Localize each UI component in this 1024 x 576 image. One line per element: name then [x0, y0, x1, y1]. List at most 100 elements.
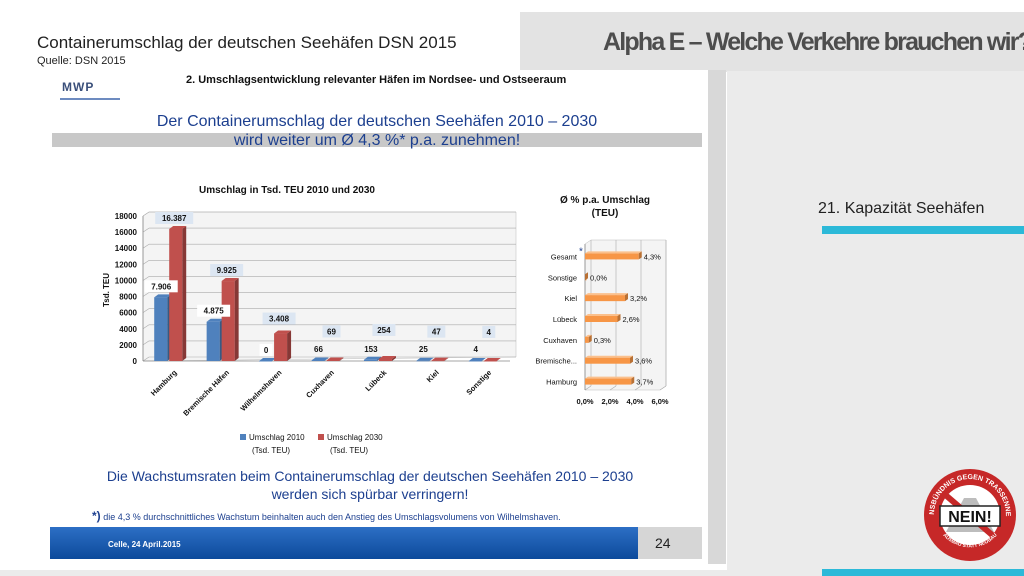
bar-ytick-label: 8000	[119, 293, 137, 302]
bar-side	[429, 357, 434, 361]
bar-gridline	[142, 211, 150, 217]
bar-2010-cuxhaven	[311, 360, 325, 361]
bar-2030-bremische-h-fen	[221, 281, 235, 361]
bar-top	[483, 357, 501, 361]
document-headline: Der Containerumschlag der deutschen Seeh…	[52, 112, 702, 150]
slide-title: Containerumschlag der deutschen Seehäfen…	[37, 33, 457, 52]
bar-top	[363, 356, 381, 360]
bar-top	[259, 358, 277, 361]
bar-side	[234, 278, 239, 361]
bar-side	[391, 355, 396, 361]
growth-bar-cuxhaven	[585, 336, 589, 343]
bar-2010-wilhelmshaven	[259, 361, 273, 362]
bar-top	[468, 357, 486, 361]
legend-2010-unit: (Tsd. TEU)	[252, 446, 290, 455]
bar-label-2030: 16.387	[162, 214, 187, 223]
bar-2030-l-beck	[378, 358, 392, 361]
footer-date: Celle, 24 April.2015	[108, 540, 181, 549]
bar-side	[444, 357, 449, 361]
bar-label-2010: 7.906	[151, 282, 172, 291]
headline-highlight	[52, 133, 702, 147]
mwp-logo: MWP	[62, 80, 95, 94]
bar-gridline	[142, 292, 150, 297]
bar-ytick-label: 4000	[119, 325, 137, 334]
bar-gridline	[142, 324, 150, 330]
growth-chart-subtitle: (TEU)	[592, 208, 619, 219]
bar-side	[481, 357, 486, 361]
growth-category-label: Hamburg	[546, 378, 577, 387]
growth-category-label: Lübeck	[553, 315, 577, 324]
growth-value-label: 0,0%	[590, 273, 607, 282]
bar-2030-wilhelmshaven	[274, 333, 288, 361]
footnote-mark: *)	[92, 509, 101, 523]
bar-top	[221, 278, 239, 282]
bar-top	[416, 357, 434, 361]
bar-2030-kiel	[431, 360, 445, 362]
growth-value-label: 4,3%	[644, 252, 661, 261]
bar-label-2030-box	[155, 211, 194, 224]
bar-top	[378, 355, 396, 359]
growth-bar-side	[585, 272, 588, 281]
bar-side	[339, 357, 344, 361]
growth-bar-side	[638, 251, 642, 260]
bar-top	[274, 330, 292, 334]
bar-2010-kiel	[416, 360, 430, 362]
legend-2030-swatch	[318, 434, 324, 440]
document-shadow	[708, 70, 726, 564]
bar-gridline	[142, 356, 150, 362]
bar-label-2010: 4.875	[204, 307, 225, 316]
legend-2030-label: Umschlag 2030	[327, 433, 383, 442]
bar-2010-l-beck	[363, 359, 377, 361]
bar-label-2010-box	[144, 280, 178, 293]
bar-label-2010: 153	[364, 345, 378, 354]
bar-2010-sonstige	[468, 360, 482, 362]
slide-source: Quelle: DSN 2015	[37, 55, 126, 67]
legend-2030-unit: (Tsd. TEU)	[330, 446, 368, 455]
footnote: *) die 4,3 % durchschnittliches Wachstum…	[92, 509, 561, 523]
growth-bar-side	[588, 334, 592, 343]
bar-label-2030: 254	[377, 326, 391, 335]
bar-chart-ylabel: Tsd. TEU	[102, 273, 111, 307]
bar-label-2030-box	[427, 325, 446, 338]
bar-chart-legend: Umschlag 2010 (Tsd. TEU) Umschlag 2030 (…	[240, 433, 383, 455]
section-label: 21. Kapazität Seehäfen	[818, 200, 985, 217]
growth-bar-top	[585, 355, 633, 358]
headline-line-2: wird weiter um Ø 4,3 %* p.a. zunehmen!	[233, 132, 521, 149]
bar-top	[169, 225, 187, 229]
growth-bar-l-beck	[585, 316, 618, 322]
bar-chart-title: Umschlag in Tsd. TEU 2010 und 2030	[199, 185, 375, 196]
bar-ytick-label: 14000	[115, 244, 138, 253]
bar-ytick-label: 0	[133, 357, 138, 366]
bar-side	[376, 356, 381, 361]
growth-xtick-label: 6,0%	[651, 397, 668, 406]
bar-gridline	[142, 308, 150, 313]
logo-nein-text: NEIN!	[948, 509, 992, 526]
bar-label-2030: 69	[327, 327, 336, 336]
growth-bar-side	[625, 293, 628, 302]
bar-ytick-label: 18000	[115, 212, 138, 221]
bar-side	[324, 357, 329, 361]
bar-gridline	[142, 227, 150, 233]
bar-label-2030: 9.925	[217, 266, 238, 275]
page-number-box	[638, 527, 702, 559]
bar-gridline	[142, 276, 150, 281]
bar-top	[311, 357, 329, 361]
growth-star-marker: *	[579, 246, 583, 257]
growth-bar-side	[630, 355, 633, 364]
growth-value-label: 3,7%	[636, 378, 653, 387]
mwp-logo-underline	[60, 98, 120, 100]
growth-bar-kiel	[585, 295, 625, 302]
bar-label-2030: 3.408	[269, 315, 290, 324]
bar-top	[206, 318, 224, 322]
bar-label-2030-box	[210, 264, 244, 277]
growth-category-label: Cuxhaven	[543, 336, 577, 345]
growth-value-label: 3,6%	[635, 357, 652, 366]
growth-gridline	[584, 385, 592, 391]
growth-chart-title: Ø % p.a. Umschlag	[560, 195, 650, 206]
bar-2010-bremische-h-fen	[206, 321, 220, 361]
bar-ytick-label: 6000	[119, 309, 137, 318]
legend-2010-swatch	[240, 434, 246, 440]
growth-bar-top	[585, 376, 635, 379]
bar-label-2030: 47	[432, 328, 441, 337]
